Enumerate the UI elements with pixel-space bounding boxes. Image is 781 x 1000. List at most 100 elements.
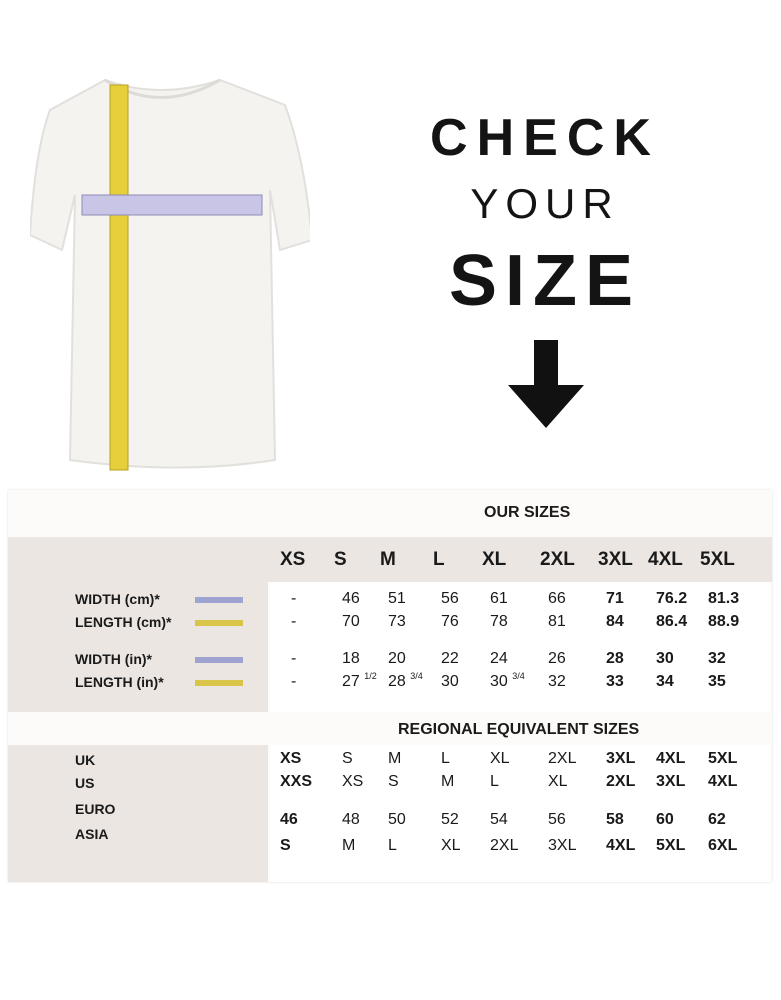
value: 28 <box>606 650 624 667</box>
size-header: 2XL <box>540 549 575 570</box>
measure-value: 20 <box>388 650 406 668</box>
value: 46 <box>342 590 360 607</box>
measure-value: - <box>291 650 296 668</box>
value: 76 <box>441 613 459 630</box>
size-header: L <box>433 549 445 570</box>
region-size: 4XL <box>656 750 686 767</box>
width-swatch <box>195 657 243 663</box>
measure-value: 88.9 <box>708 613 739 631</box>
measure-value: 30 <box>656 650 674 668</box>
measure-value: - <box>291 613 296 631</box>
measure-value: 66 <box>548 590 566 608</box>
region-size: S <box>388 773 399 790</box>
measure-value: - <box>291 673 296 691</box>
measure-value: 33 <box>606 673 624 691</box>
region-size: S <box>342 750 353 767</box>
value: 73 <box>388 613 406 630</box>
value: 18 <box>342 650 360 667</box>
measure-label: WIDTH (in)* <box>75 651 152 667</box>
region-size: 5XL <box>656 837 686 854</box>
region-size: 3XL <box>606 750 636 767</box>
measure-value: 78 <box>490 613 508 631</box>
value: 76.2 <box>656 590 688 607</box>
measure-value: 46 <box>342 590 360 608</box>
measure-value: 61 <box>490 590 508 608</box>
measure-value: 51 <box>388 590 406 608</box>
value: 32 <box>708 650 726 667</box>
value: 81 <box>548 613 566 630</box>
value: - <box>291 590 297 607</box>
region-size: XS <box>342 773 364 790</box>
measure-label: LENGTH (in)* <box>75 674 164 690</box>
region-label: ASIA <box>75 826 109 842</box>
region-size: M <box>388 750 402 767</box>
region-size: S <box>280 837 291 854</box>
region-label: US <box>75 775 95 791</box>
measure-value: 18 <box>342 650 360 668</box>
region-size: XL <box>441 837 461 854</box>
length-swatch <box>195 620 243 626</box>
width-swatch <box>195 597 243 603</box>
measure-values-panel <box>270 582 770 712</box>
region-size: L <box>490 773 499 790</box>
region-size: L <box>441 750 450 767</box>
measure-value: 28 3/4 <box>388 671 423 691</box>
region-size: 54 <box>490 811 508 828</box>
region-size: 4XL <box>606 837 636 854</box>
measure-value: 56 <box>441 590 459 608</box>
size-header: 4XL <box>648 549 683 570</box>
measure-value: - <box>291 590 296 608</box>
region-size: XS <box>280 750 302 767</box>
value: 88.9 <box>708 613 740 630</box>
region-size: 46 <box>280 811 298 828</box>
region-size: 48 <box>342 811 360 828</box>
region-size: M <box>441 773 455 790</box>
measure-value: 76 <box>441 613 459 631</box>
region-size: L <box>388 837 397 854</box>
size-header: 3XL <box>598 549 633 570</box>
region-size: 5XL <box>708 750 738 767</box>
size-chart: OUR SIZES REGIONAL EQUIVALENT SIZES XS S M… <box>8 490 772 882</box>
region-size: 6XL <box>708 837 738 854</box>
value: 27 <box>342 673 360 690</box>
region-size: XL <box>548 773 568 790</box>
headline-check: CHECK <box>430 109 660 167</box>
value: 81.3 <box>708 590 740 607</box>
value: 61 <box>490 590 508 607</box>
region-size: 58 <box>606 811 624 828</box>
fraction: 1/2 <box>364 671 377 681</box>
region-size: 52 <box>441 811 459 828</box>
size-header: 5XL <box>700 549 735 570</box>
measure-value: 22 <box>441 650 459 668</box>
tshirt-illustration <box>30 78 310 471</box>
measure-value: 27 1/2 <box>342 671 377 691</box>
value: 26 <box>548 650 566 667</box>
measure-value: 30 3/4 <box>490 671 525 691</box>
size-header: S <box>334 549 347 570</box>
measure-value: 81 <box>548 613 566 631</box>
region-label-panel <box>8 745 268 882</box>
measure-value: 35 <box>708 673 726 691</box>
value: 34 <box>656 673 674 690</box>
headline-size: SIZE <box>448 241 642 321</box>
size-header: M <box>380 549 396 570</box>
value: - <box>291 673 297 690</box>
region-size: 62 <box>708 811 726 828</box>
value: 78 <box>490 613 508 630</box>
measure-value: 30 <box>441 673 459 691</box>
measure-value: 84 <box>606 613 624 631</box>
region-values-panel <box>270 745 770 882</box>
measure-value: 26 <box>548 650 566 668</box>
size-header: XL <box>482 549 507 570</box>
width-tape <box>81 194 263 216</box>
size-header: XS <box>280 549 306 570</box>
value: 70 <box>342 613 360 630</box>
region-label: UK <box>75 752 96 768</box>
value: 20 <box>388 650 406 667</box>
region-size: 2XL <box>606 773 636 790</box>
value: 33 <box>606 673 624 690</box>
region-size: 60 <box>656 811 674 828</box>
measure-value: 76.2 <box>656 590 687 608</box>
region-size: 50 <box>388 811 406 828</box>
value: 22 <box>441 650 459 667</box>
